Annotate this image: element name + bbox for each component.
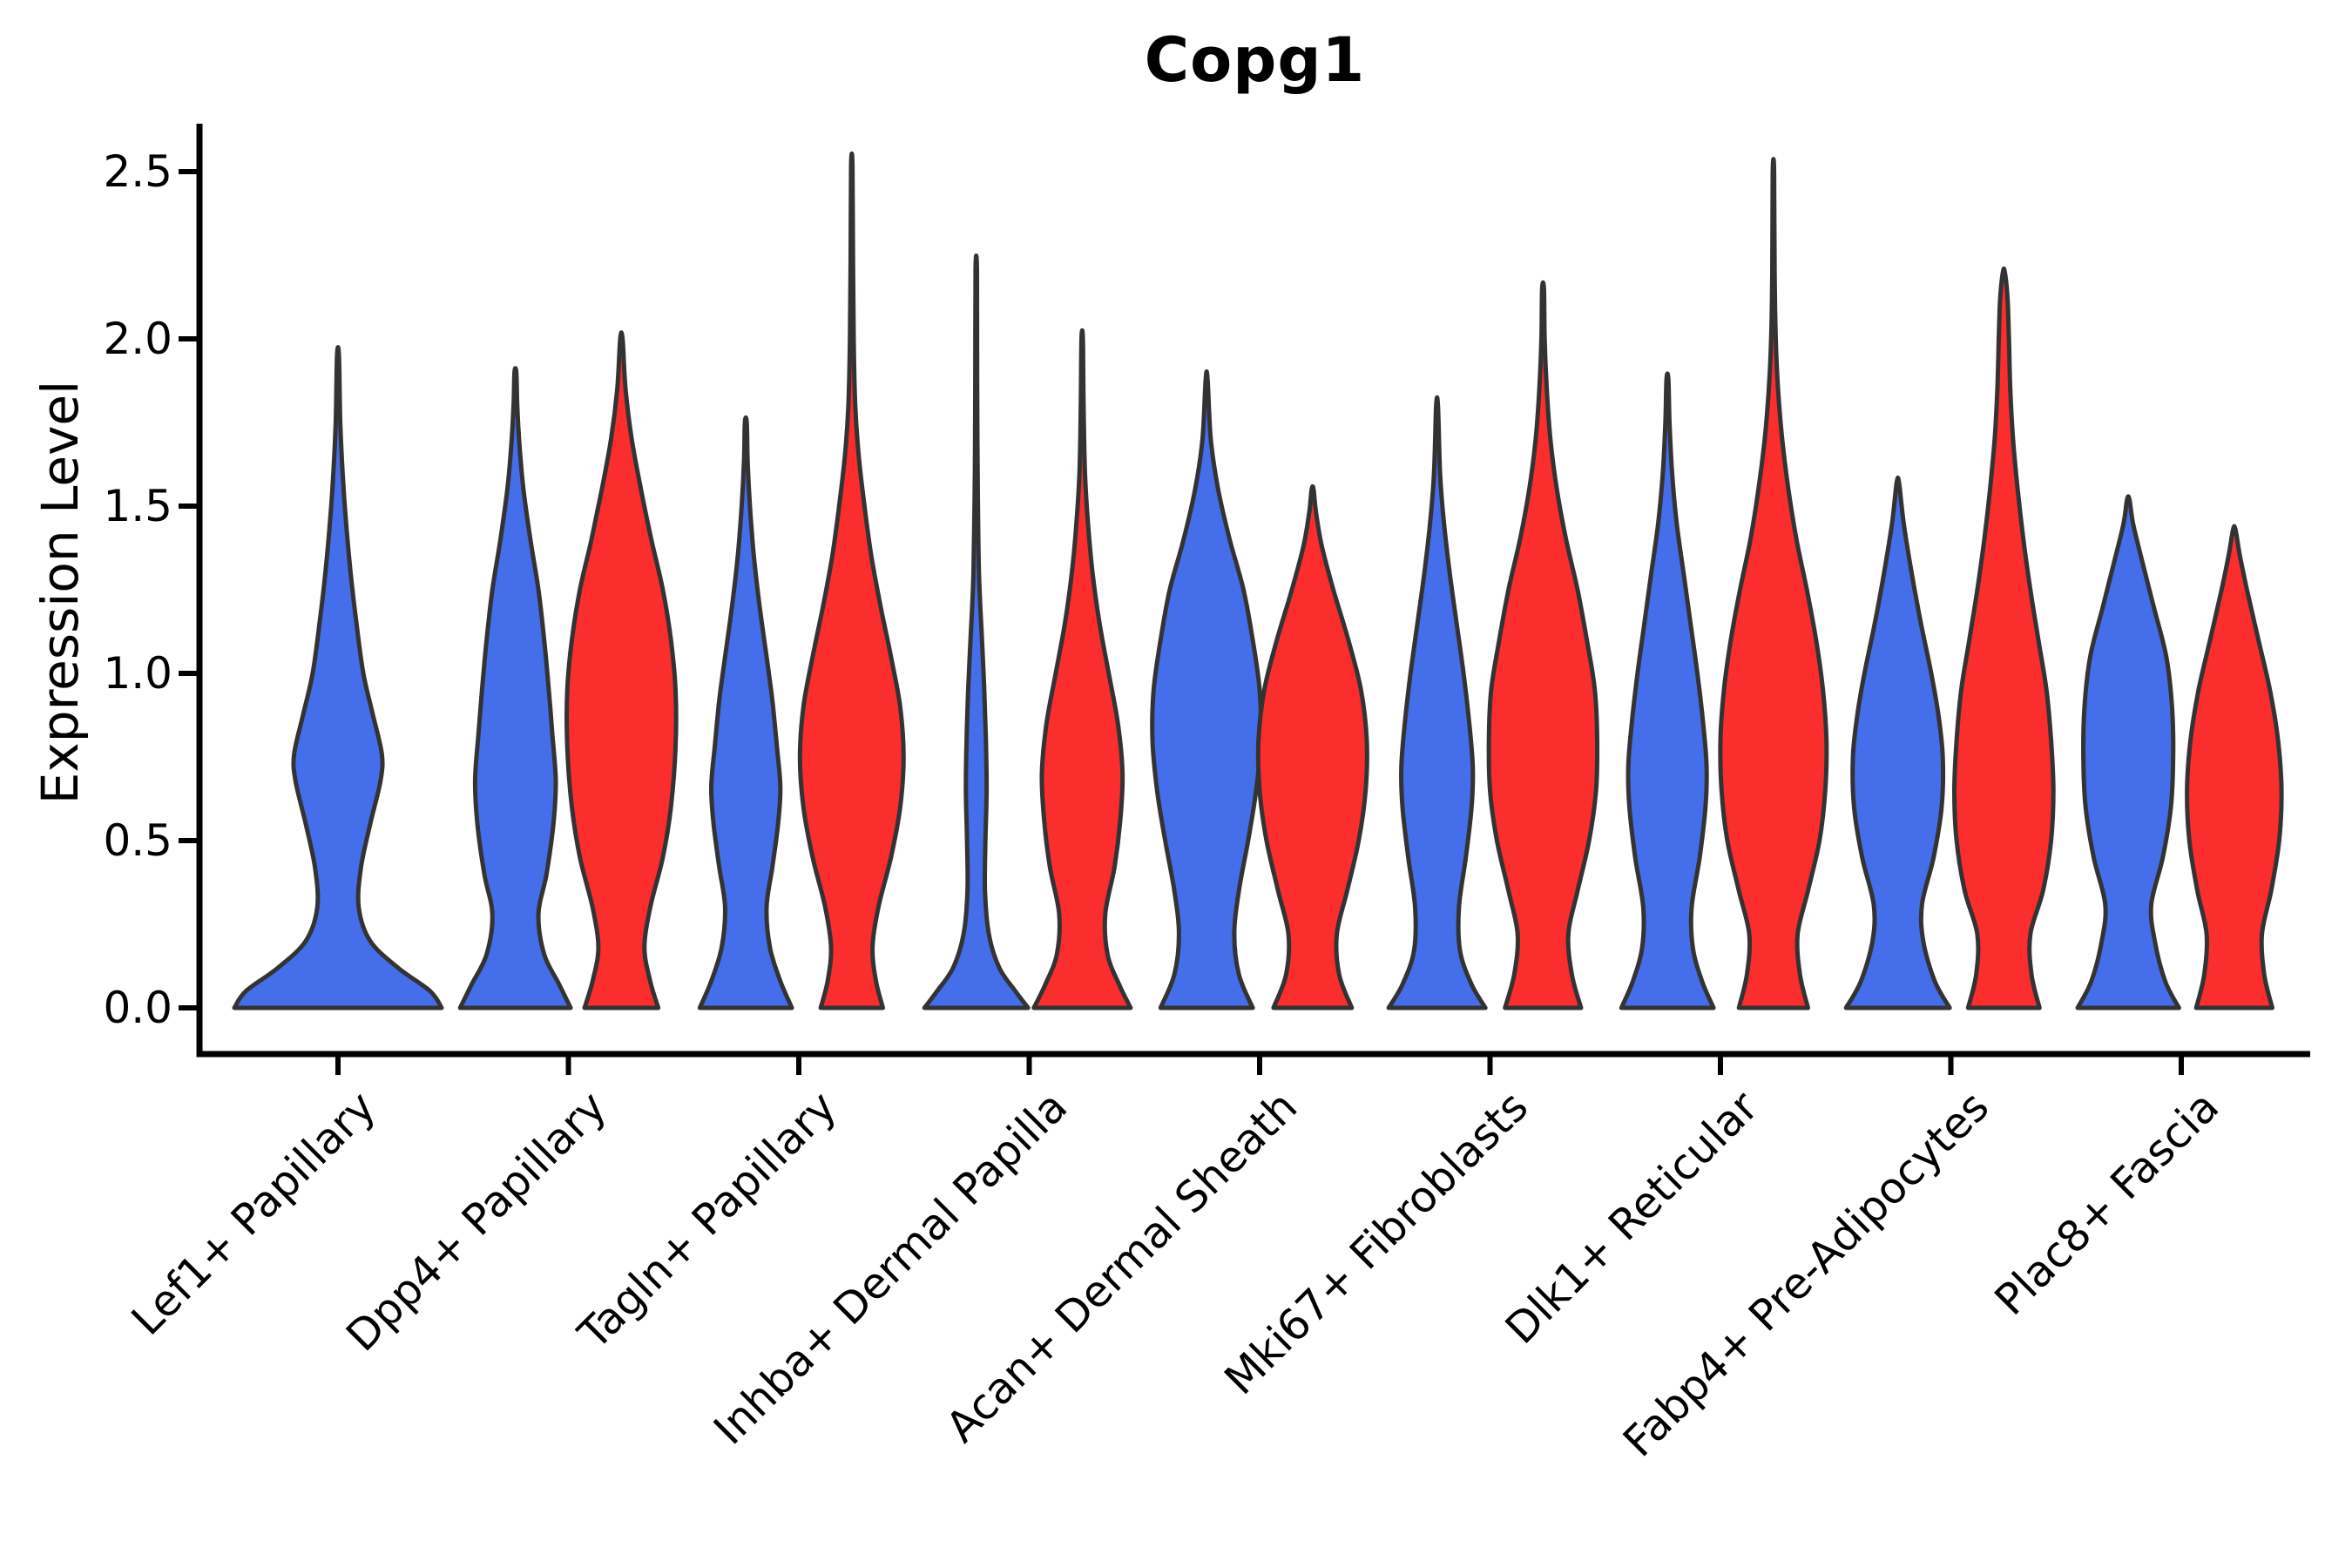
violin-inhba-dermal-papilla-red	[1031, 328, 1133, 1010]
violin-mki67-fibroblasts-red	[1486, 280, 1600, 1010]
violin-fabp4-pre-adipocytes-red	[1952, 266, 2056, 1010]
violin-tagln-papillary-blue	[697, 415, 794, 1010]
violin-plac8-fascia-red	[2185, 524, 2284, 1010]
violin-tagln-papillary-red	[797, 151, 906, 1010]
violin-dlk1-reticular-red	[1718, 157, 1829, 1010]
violin-inhba-dermal-papilla-blue	[922, 253, 1031, 1010]
violin-dlk1-reticular-blue	[1619, 371, 1716, 1010]
violin-dpp4-papillary-red	[564, 330, 679, 1010]
violin-acan-dermal-sheath-blue	[1150, 368, 1264, 1010]
violin-mki67-fibroblasts-blue	[1386, 395, 1488, 1010]
violin-plac8-fascia-blue	[2075, 494, 2181, 1010]
violin-lef1-papillary-blue	[232, 345, 444, 1010]
violin-dpp4-papillary-blue	[457, 366, 573, 1010]
violin-acan-dermal-sheath-red	[1255, 483, 1369, 1010]
violin-fabp4-pre-adipocytes-blue	[1843, 475, 1952, 1010]
